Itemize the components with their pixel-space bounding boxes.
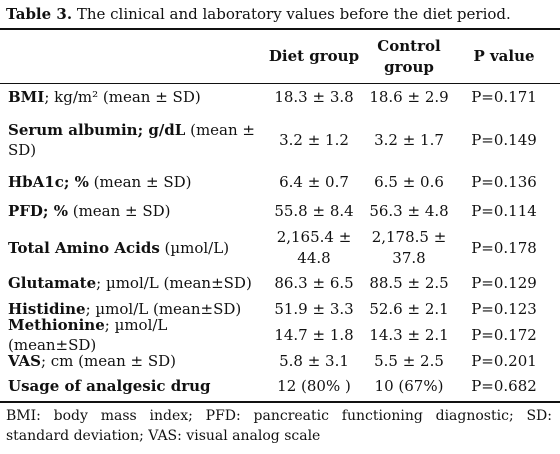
diet-value: 2,165.4 ± 44.8 [276,228,352,267]
row-label: Histidine; µmol/L (mean±SD) [8,300,242,318]
table-row: VAS; cm (mean ± SD) 5.8 ± 3.1 5.5 ± 2.5 … [0,348,560,374]
diet-value: 55.8 ± 8.4 [274,201,354,220]
diet-value: 51.9 ± 3.3 [274,299,354,318]
control-value: 10 (67%) [374,376,444,395]
row-label: Methionine; µmol/L (mean±SD) [8,316,168,354]
control-value: 6.5 ± 0.6 [374,172,444,191]
p-value: P=0.171 [471,88,537,106]
p-value: P=0.149 [471,131,537,149]
row-label: HbA1c; % (mean ± SD) [8,173,192,191]
table-row: HbA1c; % (mean ± SD) 6.4 ± 0.7 6.5 ± 0.6… [0,169,560,195]
control-value: 52.6 ± 2.1 [369,299,449,318]
diet-value: 6.4 ± 0.7 [279,172,349,191]
diet-value: 18.3 ± 3.8 [274,87,354,106]
p-value: P=0.172 [471,326,537,344]
p-value: P=0.178 [471,239,537,257]
diet-value: 5.8 ± 3.1 [279,351,349,370]
header-control-group: Control group [377,36,441,76]
row-label: Total Amino Acids (µmol/L) [8,239,230,257]
header-p-value: P value [473,47,535,65]
row-label: PFD; % (mean ± SD) [8,202,171,220]
row-label: Glutamate; µmol/L (mean±SD) [8,274,252,292]
table-row: Usage of analgesic drug 12 (80% ) 10 (67… [0,373,560,399]
table-bottom-rule [0,401,560,403]
table-footnote: BMI: body mass index; PFD: pancreatic fu… [6,408,552,444]
control-value: 3.2 ± 1.7 [374,130,444,149]
p-value: P=0.129 [471,274,537,292]
p-value: P=0.682 [471,377,537,395]
table-row: Serum albumin; g/dL (mean ± SD) 3.2 ± 1.… [0,118,560,162]
table-row: Glutamate; µmol/L (mean±SD) 86.3 ± 6.5 8… [0,270,560,296]
p-value: P=0.123 [471,300,537,318]
p-value: P=0.114 [471,202,537,220]
table-row: Histidine; µmol/L (mean±SD) 51.9 ± 3.3 5… [0,296,560,322]
table-row: Methionine; µmol/L (mean±SD) 14.7 ± 1.8 … [0,316,560,354]
control-value: 88.5 ± 2.5 [369,273,449,292]
table-row: PFD; % (mean ± SD) 55.8 ± 8.4 56.3 ± 4.8… [0,198,560,224]
table-row: Total Amino Acids (µmol/L) 2,165.4 ± 44.… [0,226,560,270]
row-label: Serum albumin; g/dL (mean ± SD) [8,121,255,159]
table-header-rule [0,83,560,84]
p-value: P=0.201 [471,352,537,370]
control-value: 18.6 ± 2.9 [369,87,449,106]
table-top-rule [0,28,560,30]
header-diet-group: Diet group [268,47,360,65]
table-caption: Table 3. The clinical and laboratory val… [6,4,554,24]
p-value: P=0.136 [471,173,537,191]
row-label: Usage of analgesic drug [8,377,211,395]
table-caption-text: The clinical and laboratory values befor… [72,5,511,23]
table-row: BMI; kg/m² (mean ± SD) 18.3 ± 3.8 18.6 ±… [0,84,560,110]
table-caption-label: Table 3. [6,5,73,23]
control-value: 14.3 ± 2.1 [369,325,449,344]
diet-value: 3.2 ± 1.2 [279,130,349,149]
control-value: 2,178.5 ± 37.8 [371,228,447,267]
diet-value: 12 (80% ) [277,376,351,395]
row-label: BMI; kg/m² (mean ± SD) [8,88,201,106]
control-value: 5.5 ± 2.5 [374,351,444,370]
control-value: 56.3 ± 4.8 [369,201,449,220]
diet-value: 86.3 ± 6.5 [274,273,354,292]
diet-value: 14.7 ± 1.8 [274,325,354,344]
row-label: VAS; cm (mean ± SD) [8,352,176,370]
